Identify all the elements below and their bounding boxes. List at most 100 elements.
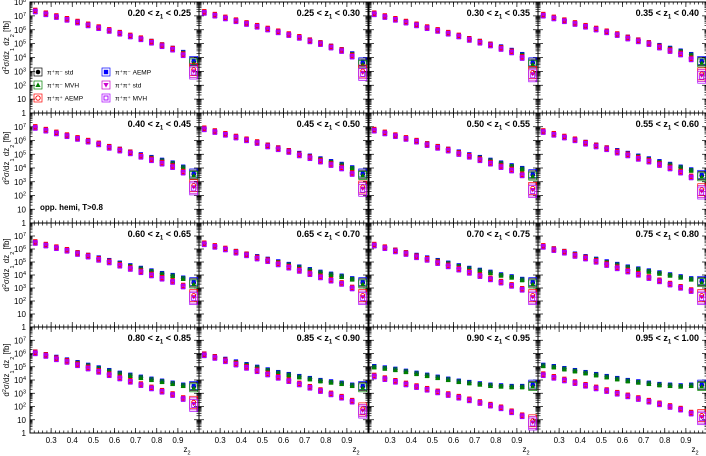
data-point: [519, 166, 525, 172]
data-point: [106, 145, 112, 151]
data-point: [414, 254, 419, 260]
data-point: [604, 29, 610, 35]
data-point: [43, 11, 49, 17]
data-point: [180, 52, 186, 58]
data-point: [561, 135, 567, 140]
data-point: [614, 150, 620, 155]
data-point: [148, 40, 154, 45]
data-point: [254, 140, 260, 146]
data-point: [106, 260, 112, 265]
data-point: [265, 258, 271, 264]
data-point: [286, 265, 292, 270]
data-point: [466, 270, 472, 275]
data-point: [296, 268, 302, 273]
data-point: [561, 135, 567, 141]
data-point: [360, 68, 366, 74]
data-point: [191, 296, 197, 302]
data-point: [688, 174, 694, 180]
data-point: [435, 145, 441, 151]
data-point: [635, 38, 641, 44]
data-point: [456, 151, 462, 157]
syst-box: [358, 171, 368, 180]
data-point: [593, 144, 599, 149]
data-point: [530, 189, 536, 195]
data-point: [530, 173, 536, 179]
panel-data: [32, 7, 199, 80]
data-point: [519, 287, 525, 292]
data-point: [85, 254, 91, 259]
data-point: [318, 159, 323, 165]
data-point: [403, 20, 409, 25]
data-point: [328, 272, 334, 277]
data-point: [435, 28, 441, 34]
data-point: [180, 284, 186, 289]
data-point: [509, 274, 515, 280]
data-point: [498, 280, 504, 286]
data-point: [456, 267, 462, 273]
data-point: [43, 128, 49, 134]
data-point: [296, 35, 302, 40]
y-tick-label: 1: [22, 109, 27, 118]
data-point: [170, 47, 176, 52]
data-point: [328, 45, 334, 50]
y-tick-label: 105: [14, 258, 26, 267]
data-point: [498, 280, 504, 285]
syst-box: [358, 183, 368, 197]
data-point: [360, 172, 366, 178]
data-point: [307, 271, 313, 277]
data-point: [275, 29, 281, 35]
data-point: [339, 281, 345, 286]
y-tick-label: 103: [14, 178, 26, 187]
data-point: [360, 293, 366, 298]
data-point: [604, 29, 610, 35]
data-point: [498, 46, 504, 51]
data-point: [699, 74, 705, 80]
data-point: [170, 279, 176, 284]
data-point: [191, 281, 197, 286]
data-point: [64, 17, 70, 23]
data-point: [530, 61, 536, 67]
data-point: [382, 245, 388, 251]
data-point: [275, 146, 281, 152]
y-tick-label: 102: [14, 297, 26, 306]
data-point: [43, 11, 49, 17]
data-point: [159, 276, 165, 282]
y-tick-label: 105: [14, 150, 26, 159]
data-point: [212, 13, 218, 18]
data-point: [646, 41, 652, 47]
data-point: [148, 273, 154, 278]
panel-title: 0.45 < z1 < 0.50: [297, 119, 360, 132]
y-tick-label: 107: [14, 232, 26, 241]
syst-box: [528, 69, 538, 83]
data-point: [540, 129, 546, 135]
data-point: [424, 25, 430, 31]
data-point: [392, 248, 398, 254]
data-point: [382, 130, 388, 136]
data-point: [96, 25, 102, 31]
data-point: [688, 174, 694, 180]
data-point: [572, 21, 578, 27]
data-point: [212, 13, 218, 19]
data-point: [212, 129, 218, 135]
y-tick-label: 102: [14, 192, 26, 201]
data-point: [688, 56, 694, 62]
data-point: [635, 38, 641, 44]
data-point: [75, 136, 80, 142]
data-point: [414, 254, 420, 260]
data-point: [360, 281, 366, 286]
data-point: [233, 135, 239, 140]
data-point: [530, 73, 536, 79]
data-point: [159, 161, 165, 167]
data-point: [85, 139, 91, 145]
panel-data: [201, 125, 368, 197]
data-point: [498, 272, 504, 278]
data-point: [233, 250, 239, 255]
data-point: [667, 166, 673, 171]
y-tick-label: 103: [14, 67, 26, 76]
data-point: [540, 129, 546, 135]
data-point: [403, 251, 409, 257]
data-point: [75, 20, 81, 25]
y-tick-label: 10: [17, 95, 26, 104]
data-point: [488, 161, 493, 167]
data-point: [625, 36, 631, 41]
